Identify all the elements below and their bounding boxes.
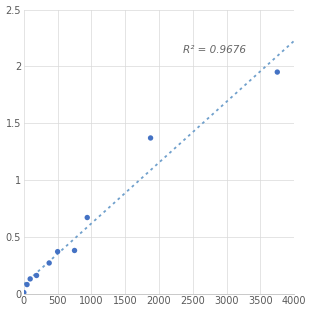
Point bbox=[72, 248, 77, 253]
Point bbox=[148, 135, 153, 140]
Text: R² = 0.9676: R² = 0.9676 bbox=[183, 45, 246, 55]
Point bbox=[21, 290, 26, 295]
Point bbox=[85, 215, 90, 220]
Point bbox=[55, 249, 60, 254]
Point bbox=[275, 70, 280, 75]
Point bbox=[25, 282, 30, 287]
Point bbox=[28, 276, 33, 281]
Point bbox=[34, 273, 39, 278]
Point bbox=[47, 261, 52, 266]
